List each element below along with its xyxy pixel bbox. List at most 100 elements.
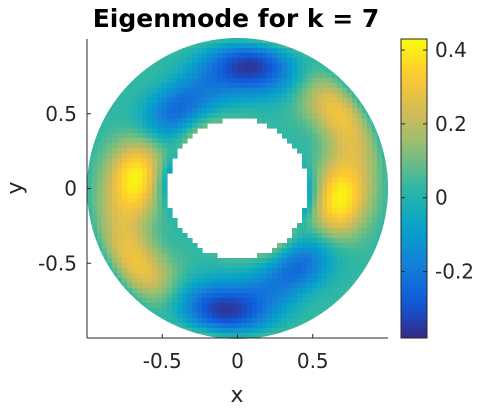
field-cell [162,98,168,104]
field-cell [102,128,108,134]
field-cell [352,118,358,124]
field-cell [272,68,278,74]
field-cell [157,73,163,79]
field-cell [177,253,183,259]
field-cell [167,118,173,124]
field-cell [117,248,123,254]
field-cell [142,233,148,239]
field-cell [102,203,108,209]
field-cell [297,78,303,84]
field-cell [142,198,148,204]
field-cell [337,173,343,179]
field-cell [142,188,148,194]
field-cell [112,158,118,164]
field-cell [97,143,103,149]
field-cell [347,83,353,89]
field-cell [317,313,323,319]
field-cell [92,223,98,229]
field-cell [362,193,368,199]
field-cell [312,78,318,84]
field-cell [187,58,193,64]
field-cell [122,203,128,209]
field-cell [192,318,198,324]
field-cell [152,258,158,264]
field-cell [287,238,293,244]
field-cell [322,183,328,189]
field-cell [327,193,333,199]
field-cell [177,83,183,89]
field-cell [357,268,363,274]
field-cell [127,78,133,84]
field-cell [227,338,233,340]
field-cell [292,98,298,104]
field-cell [137,268,143,274]
field-cell [137,163,143,169]
field-cell [387,198,388,204]
field-cell [327,103,333,109]
field-cell [332,288,338,294]
field-cell [352,163,358,169]
field-cell [247,323,253,329]
chart-title: Eigenmode for k = 7 [93,4,380,33]
field-cell [337,168,343,174]
field-cell [342,208,348,214]
field-cell [212,48,218,54]
field-cell [292,233,298,239]
field-cell [142,228,148,234]
field-cell [242,98,248,104]
field-cell [312,248,318,254]
field-cell [127,163,133,169]
field-cell [212,118,218,124]
field-cell [312,198,318,204]
field-cell [152,308,158,314]
field-cell [162,258,168,264]
field-cell [232,333,238,339]
field-cell [337,148,343,154]
field-cell [352,238,358,244]
field-cell [317,138,323,144]
field-cell [367,178,373,184]
field-cell [267,258,273,264]
field-cell [147,163,153,169]
field-cell [337,258,343,264]
field-cell [272,308,278,314]
field-cell [227,258,233,264]
field-cell [222,283,228,289]
field-cell [242,338,248,340]
field-cell [147,283,153,289]
field-cell [187,123,193,129]
field-cell [337,163,343,169]
field-cell [332,78,338,84]
field-cell [287,253,293,259]
field-cell [317,228,323,234]
field-cell [107,203,113,209]
field-cell [372,243,378,249]
field-cell [337,143,343,149]
field-cell [102,248,108,254]
field-cell [127,103,133,109]
field-cell [87,168,93,174]
field-cell [192,73,198,79]
field-cell [167,133,173,139]
field-cell [217,43,223,49]
field-cell [362,198,368,204]
field-cell [332,148,338,154]
field-cell [132,183,138,189]
field-cell [362,218,368,224]
field-cell [247,88,253,94]
field-cell [307,283,313,289]
field-cell [367,153,373,159]
field-cell [317,58,323,64]
field-cell [297,298,303,304]
field-cell [152,68,158,74]
field-cell [132,78,138,84]
field-cell [252,78,258,84]
field-cell [252,98,258,104]
field-cell [337,73,343,79]
field-cell [182,103,188,109]
field-cell [227,308,233,314]
field-cell [322,238,328,244]
field-cell [177,313,183,319]
field-cell [122,193,128,199]
field-cell [152,278,158,284]
